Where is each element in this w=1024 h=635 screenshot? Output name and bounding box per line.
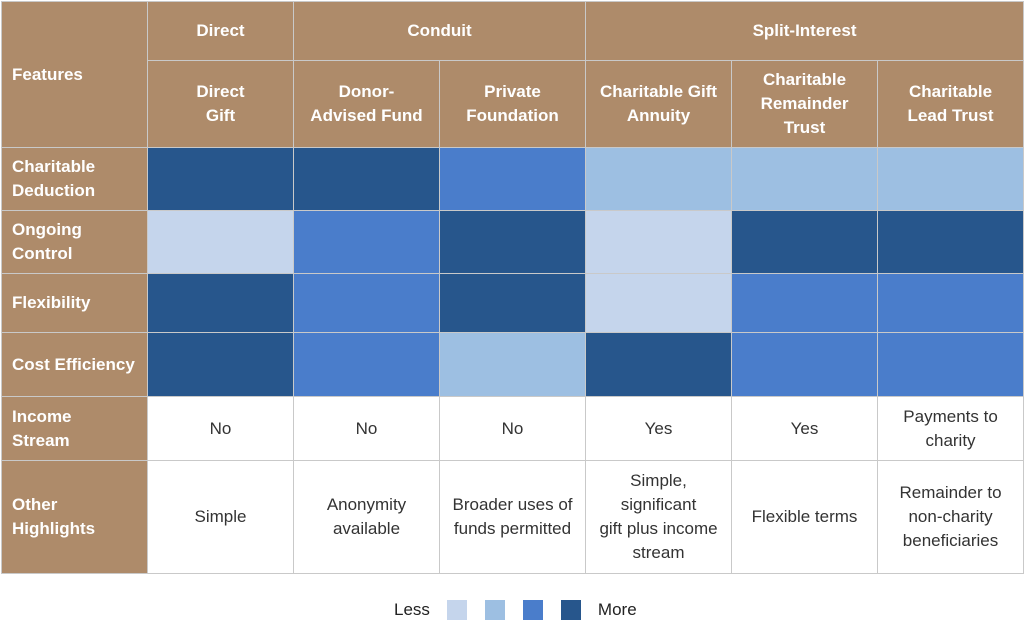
- text-cell: No: [438, 396, 587, 461]
- heat-cell: [438, 332, 587, 397]
- text-cell: Remainder to non-charity beneficiaries: [877, 460, 1024, 574]
- column-header: Charitable Lead Trust: [877, 60, 1024, 148]
- heat-cell: [877, 273, 1024, 333]
- text-cell: Broader uses of funds permitted: [438, 460, 587, 574]
- heat-cell: [293, 273, 440, 333]
- text-row: Income Stream No No No Yes Yes Payments to cha…: [1, 396, 1024, 461]
- heat-cell: [147, 210, 294, 274]
- heat-cell: [438, 147, 587, 211]
- legend-swatch-4: [560, 600, 581, 620]
- text-cell: Yes: [585, 396, 733, 461]
- heat-cell: [731, 273, 879, 333]
- row-label: Flexibility: [1, 273, 148, 333]
- heat-cell: [147, 147, 294, 211]
- heat-cell: [293, 210, 440, 274]
- heat-cell: [147, 273, 294, 333]
- text-cell: Yes: [731, 396, 879, 461]
- group-header: Split-Interest: [585, 1, 1024, 61]
- text-row: Other Highlights Simple Anonymity availabl…: [1, 460, 1024, 574]
- heat-cell: [585, 273, 733, 333]
- heat-cell: [731, 332, 879, 397]
- heat-cell: [877, 147, 1024, 211]
- text-cell: No: [293, 396, 440, 461]
- heat-cell: [147, 332, 294, 397]
- heatmap-table: Features Direct Conduit Split-Interest Direc…: [1, 1, 1024, 574]
- row-label: Cost Efficiency: [1, 332, 148, 397]
- column-header-row: Direct Gift Donor- Advised Fund Private Fo…: [2, 60, 1024, 148]
- heat-row: Flexibility: [1, 273, 1024, 333]
- heat-cell: [877, 210, 1024, 274]
- column-header: Direct Gift: [147, 60, 294, 148]
- legend: Less More: [394, 598, 637, 622]
- group-header: Direct: [147, 1, 294, 61]
- legend-swatch-1: [446, 600, 467, 620]
- heat-row: Ongoing Control: [1, 210, 1024, 274]
- column-header: Donor- Advised Fund: [293, 60, 440, 148]
- row-label: Income Stream: [1, 396, 148, 461]
- heat-cell: [585, 332, 733, 397]
- heat-row: Cost Efficiency: [1, 332, 1024, 397]
- heat-cell: [293, 332, 440, 397]
- row-label: Other Highlights: [1, 460, 148, 574]
- column-header: Charitable Gift Annuity: [585, 60, 733, 148]
- heat-cell: [877, 332, 1024, 397]
- text-cell: Anonymity available: [293, 460, 440, 574]
- column-header: Private Foundation: [438, 60, 587, 148]
- row-label: Ongoing Control: [1, 210, 148, 274]
- column-header: Charitable Remainder Trust: [731, 60, 879, 148]
- text-cell: No: [147, 396, 294, 461]
- heat-cell: [585, 210, 733, 274]
- group-header: Conduit: [292, 1, 587, 61]
- corner-label: Features: [1, 1, 148, 148]
- legend-more-label: More: [597, 600, 637, 619]
- heat-row: Charitable Deduction: [1, 147, 1024, 211]
- row-label: Charitable Deduction: [1, 147, 148, 211]
- text-cell: Simple, significant gift plus income str…: [585, 460, 733, 574]
- heat-cell: [731, 147, 879, 211]
- legend-less-label: Less: [394, 600, 430, 619]
- legend-swatch-3: [522, 600, 543, 620]
- text-cell: Simple: [147, 460, 294, 574]
- group-header-row: Features Direct Conduit Split-Interest: [1, 1, 1024, 148]
- heat-cell: [293, 147, 440, 211]
- heat-cell: [585, 147, 733, 211]
- heat-cell: [438, 273, 587, 333]
- text-cell: Payments to charity: [877, 396, 1024, 461]
- heat-cell: [731, 210, 879, 274]
- legend-swatch-2: [484, 600, 505, 620]
- text-cell: Flexible terms: [731, 460, 879, 574]
- heat-cell: [438, 210, 587, 274]
